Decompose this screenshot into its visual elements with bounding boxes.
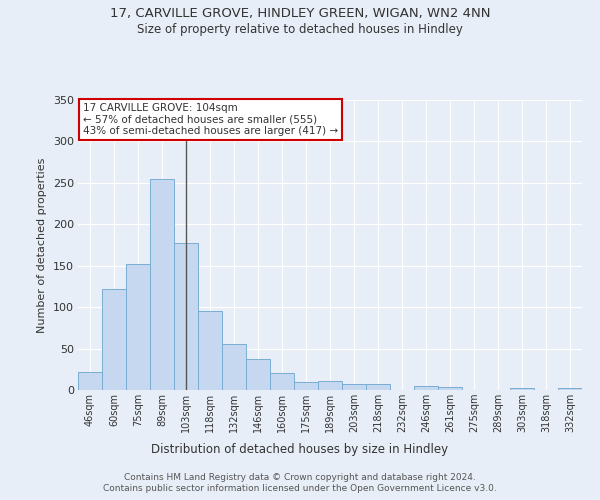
Bar [150,178,174,390]
Bar [294,382,318,390]
Bar [366,384,390,390]
Bar [414,386,438,390]
Bar [198,312,222,390]
Bar [510,388,534,390]
Bar [342,384,366,390]
Text: Distribution of detached houses by size in Hindley: Distribution of detached houses by size … [151,442,449,456]
Bar [102,289,126,390]
Bar [222,344,246,390]
Text: Contains public sector information licensed under the Open Government Licence v3: Contains public sector information licen… [103,484,497,493]
Bar [270,374,294,390]
Y-axis label: Number of detached properties: Number of detached properties [37,158,47,332]
Bar [438,386,462,390]
Bar [174,242,198,390]
Bar [318,381,342,390]
Bar [126,264,150,390]
Text: Size of property relative to detached houses in Hindley: Size of property relative to detached ho… [137,22,463,36]
Text: Contains HM Land Registry data © Crown copyright and database right 2024.: Contains HM Land Registry data © Crown c… [124,472,476,482]
Bar [558,388,582,390]
Text: 17, CARVILLE GROVE, HINDLEY GREEN, WIGAN, WN2 4NN: 17, CARVILLE GROVE, HINDLEY GREEN, WIGAN… [110,8,490,20]
Bar [246,358,270,390]
Bar [78,372,102,390]
Text: 17 CARVILLE GROVE: 104sqm
← 57% of detached houses are smaller (555)
43% of semi: 17 CARVILLE GROVE: 104sqm ← 57% of detac… [83,103,338,136]
